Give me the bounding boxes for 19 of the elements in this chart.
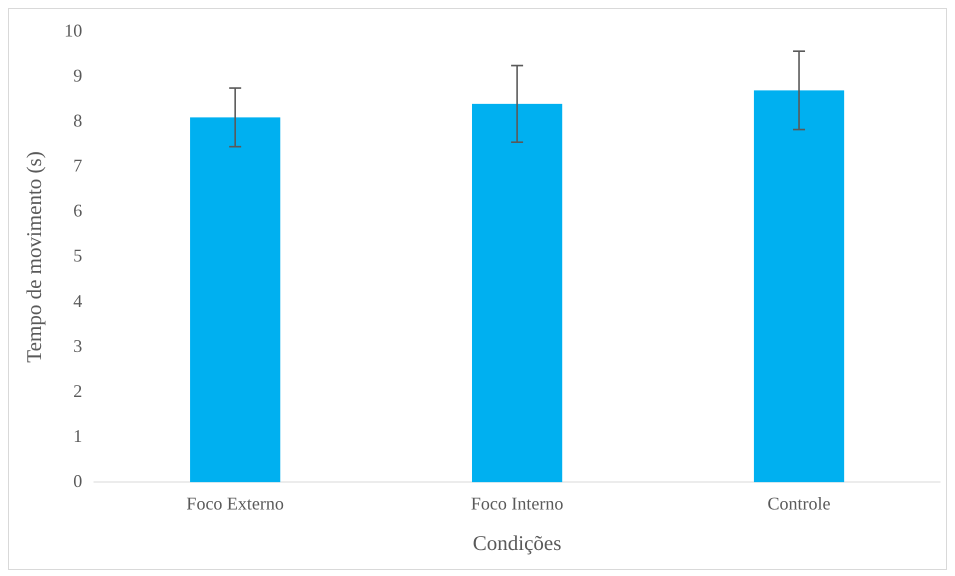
bar bbox=[754, 90, 844, 482]
y-tick-label: 8 bbox=[73, 110, 82, 131]
x-axis-title: Condições bbox=[472, 530, 562, 555]
y-tick-label: 2 bbox=[73, 380, 82, 401]
y-axis-title: Tempo de movimento (s) bbox=[22, 151, 46, 363]
y-tick-label: 7 bbox=[73, 156, 82, 176]
x-tick-label: Foco Interno bbox=[470, 494, 564, 514]
y-tick-label: 9 bbox=[73, 66, 82, 86]
bar bbox=[190, 117, 280, 482]
x-tick-label: Foco Externo bbox=[186, 494, 284, 514]
bar bbox=[472, 104, 562, 482]
x-tick-label: Controle bbox=[768, 494, 831, 514]
y-tick-label: 3 bbox=[73, 336, 82, 356]
y-tick-label: 1 bbox=[73, 426, 82, 446]
y-tick-label: 4 bbox=[73, 290, 82, 311]
y-tick-label: 5 bbox=[73, 246, 82, 266]
y-tick-label: 10 bbox=[64, 20, 82, 41]
y-tick-label: 6 bbox=[73, 200, 82, 221]
y-tick-label: 0 bbox=[73, 470, 82, 491]
